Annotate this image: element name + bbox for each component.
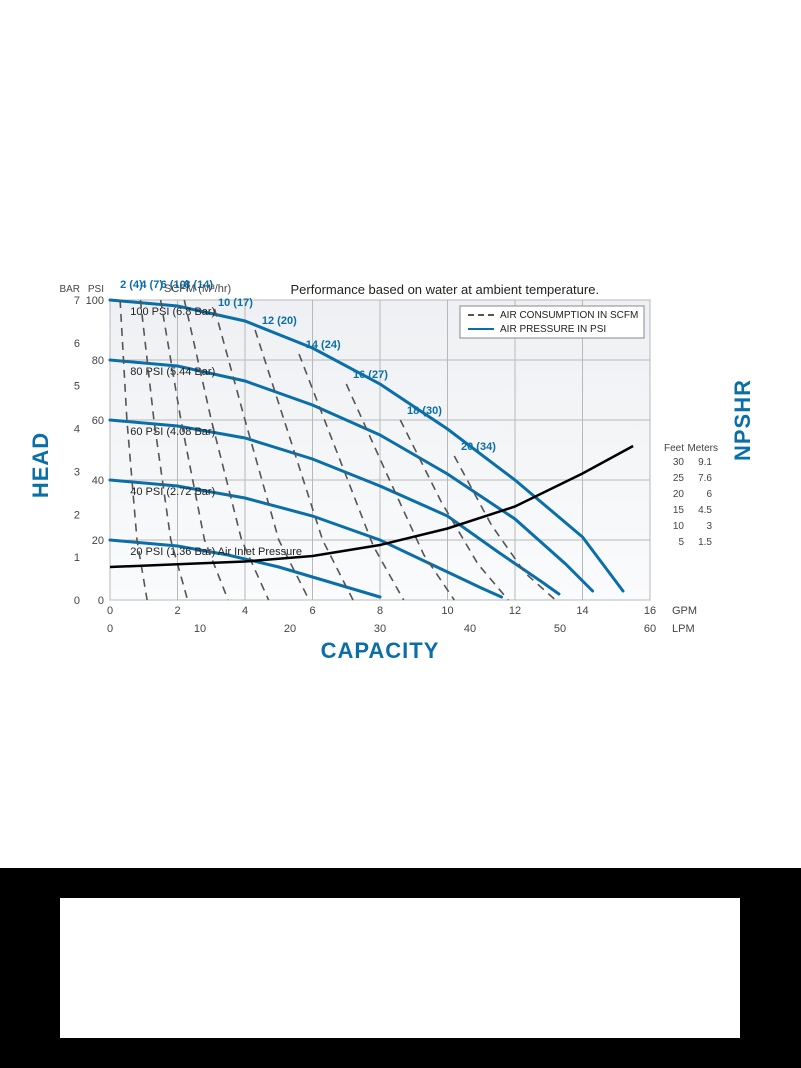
meters-tick: 7.6 xyxy=(698,473,712,484)
psi-tick: 0 xyxy=(98,595,104,607)
meters-tick: 1.5 xyxy=(698,537,712,548)
chart-title: Performance based on water at ambient te… xyxy=(291,282,600,297)
legend-label: AIR CONSUMPTION IN SCFM xyxy=(500,310,638,321)
footer-white-panel xyxy=(60,898,740,1038)
feet-tick: 25 xyxy=(673,473,685,484)
lpm-tick: 40 xyxy=(464,623,476,635)
psi-tick: 80 xyxy=(92,355,104,367)
psi-curve-label: 60 PSI (4.08 Bar) xyxy=(130,426,215,438)
gpm-label: GPM xyxy=(672,605,697,617)
scfm-header: SCFM (M³/hr) xyxy=(164,283,231,295)
chart-svg: 0246810121416GPM0102030405060LPM02040608… xyxy=(30,280,770,710)
feet-label: Feet xyxy=(664,443,684,454)
lpm-tick: 30 xyxy=(374,623,386,635)
gpm-tick: 2 xyxy=(174,605,180,617)
gpm-tick: 12 xyxy=(509,605,521,617)
npshr-label: NPSHR xyxy=(730,379,755,461)
scfm-curve-label: 10 (17) xyxy=(218,297,253,309)
meters-tick: 9.1 xyxy=(698,457,712,468)
page: 0246810121416GPM0102030405060LPM02040608… xyxy=(0,0,801,1068)
bar-tick: 1 xyxy=(74,552,80,564)
meters-tick: 3 xyxy=(706,521,712,532)
lpm-tick: 10 xyxy=(194,623,206,635)
feet-tick: 30 xyxy=(673,457,685,468)
scfm-curve-label: 18 (30) xyxy=(407,405,442,417)
gpm-tick: 10 xyxy=(441,605,453,617)
feet-tick: 15 xyxy=(673,505,685,516)
bar-tick: 4 xyxy=(74,424,80,436)
pump-performance-chart: 0246810121416GPM0102030405060LPM02040608… xyxy=(30,280,770,710)
gpm-tick: 4 xyxy=(242,605,248,617)
lpm-tick: 0 xyxy=(107,623,113,635)
lpm-label: LPM xyxy=(672,623,695,635)
scfm-curve-label: 12 (20) xyxy=(262,315,297,327)
legend-label: AIR PRESSURE IN PSI xyxy=(500,324,606,335)
scfm-curve-label: 20 (34) xyxy=(461,441,496,453)
scfm-curve-label: 14 (24) xyxy=(306,339,341,351)
head-label: HEAD xyxy=(30,432,53,498)
bar-tick: 0 xyxy=(74,595,80,607)
gpm-tick: 0 xyxy=(107,605,113,617)
bar-tick: 7 xyxy=(74,295,80,307)
meters-tick: 4.5 xyxy=(698,505,712,516)
bar-tick: 3 xyxy=(74,466,80,478)
feet-tick: 20 xyxy=(673,489,685,500)
psi-curve-label: 40 PSI (2.72 Bar) xyxy=(130,486,215,498)
capacity-label: CAPACITY xyxy=(321,638,440,663)
psi-tick: 100 xyxy=(86,295,104,307)
gpm-tick: 16 xyxy=(644,605,656,617)
bar-tick: 5 xyxy=(74,381,80,393)
psi-tick: 40 xyxy=(92,475,104,487)
gpm-tick: 8 xyxy=(377,605,383,617)
bar-label: BAR xyxy=(59,284,80,295)
bar-tick: 6 xyxy=(74,338,80,350)
meters-tick: 6 xyxy=(706,489,712,500)
psi-tick: 20 xyxy=(92,535,104,547)
psi-curve-label: 20 PSI (1.36 Bar) Air Inlet Pressure xyxy=(130,546,302,558)
gpm-tick: 6 xyxy=(309,605,315,617)
lpm-tick: 20 xyxy=(284,623,296,635)
feet-tick: 5 xyxy=(678,537,684,548)
lpm-tick: 50 xyxy=(554,623,566,635)
lpm-tick: 60 xyxy=(644,623,656,635)
psi-label: PSI xyxy=(88,284,104,295)
feet-tick: 10 xyxy=(673,521,685,532)
meters-label: Meters xyxy=(687,443,718,454)
bar-tick: 2 xyxy=(74,509,80,521)
psi-tick: 60 xyxy=(92,415,104,427)
gpm-tick: 14 xyxy=(576,605,588,617)
scfm-curve-label: 16 (27) xyxy=(353,369,388,381)
